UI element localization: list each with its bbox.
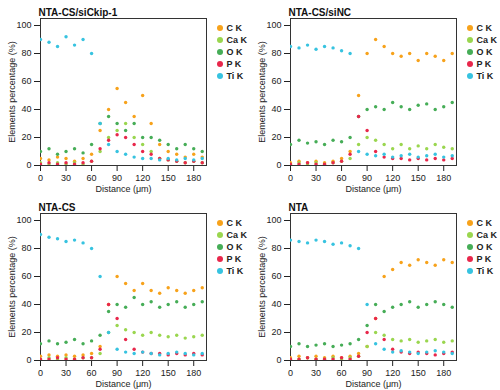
svg-text:150: 150 bbox=[161, 173, 176, 183]
svg-text:120: 120 bbox=[135, 173, 150, 183]
svg-text:Elements percentage (%): Elements percentage (%) bbox=[257, 41, 267, 143]
svg-text:0: 0 bbox=[276, 160, 281, 170]
svg-text:20: 20 bbox=[271, 132, 281, 142]
svg-text:60: 60 bbox=[87, 173, 97, 183]
svg-text:Elements percentage (%): Elements percentage (%) bbox=[7, 236, 17, 338]
svg-text:100: 100 bbox=[16, 20, 31, 30]
html-text:P K: P K bbox=[226, 254, 242, 264]
svg-text:150: 150 bbox=[161, 368, 176, 378]
svg-text:120: 120 bbox=[385, 173, 400, 183]
html-text:C K: C K bbox=[476, 23, 492, 33]
html-text:C K: C K bbox=[226, 23, 242, 33]
html-text:Ca K: Ca K bbox=[476, 35, 497, 45]
html-text:C K: C K bbox=[226, 218, 242, 228]
html-text:O K: O K bbox=[226, 47, 243, 57]
svg-text:40: 40 bbox=[271, 299, 281, 309]
html-text:Ca K: Ca K bbox=[226, 230, 247, 240]
svg-text:NTA-CS/siCkip-1: NTA-CS/siCkip-1 bbox=[39, 7, 118, 18]
html-text:Ca K: Ca K bbox=[226, 35, 247, 45]
html-text:O K: O K bbox=[476, 47, 493, 57]
svg-text:60: 60 bbox=[87, 368, 97, 378]
svg-text:20: 20 bbox=[21, 327, 31, 337]
html-text:Ca K: Ca K bbox=[476, 230, 497, 240]
svg-text:30: 30 bbox=[311, 173, 321, 183]
svg-text:40: 40 bbox=[21, 104, 31, 114]
svg-text:40: 40 bbox=[21, 299, 31, 309]
svg-text:60: 60 bbox=[337, 368, 347, 378]
svg-text:90: 90 bbox=[362, 173, 372, 183]
html-text:Ti K: Ti K bbox=[226, 266, 244, 276]
html-text:Ti K: Ti K bbox=[226, 71, 244, 81]
svg-text:Distance (μm): Distance (μm) bbox=[95, 184, 151, 194]
svg-text:60: 60 bbox=[21, 76, 31, 86]
svg-text:90: 90 bbox=[362, 368, 372, 378]
html-text:P K: P K bbox=[476, 254, 492, 264]
svg-text:0: 0 bbox=[26, 355, 31, 365]
svg-text:30: 30 bbox=[61, 368, 71, 378]
svg-text:80: 80 bbox=[21, 48, 31, 58]
svg-text:80: 80 bbox=[271, 48, 281, 58]
svg-text:Distance (μm): Distance (μm) bbox=[95, 379, 151, 389]
svg-text:100: 100 bbox=[16, 215, 31, 225]
svg-text:60: 60 bbox=[337, 173, 347, 183]
svg-text:100: 100 bbox=[266, 215, 281, 225]
svg-text:NTA: NTA bbox=[289, 202, 309, 213]
svg-text:Distance (μm): Distance (μm) bbox=[345, 184, 401, 194]
svg-text:150: 150 bbox=[411, 173, 426, 183]
svg-text:0: 0 bbox=[276, 355, 281, 365]
html-text:Ti K: Ti K bbox=[476, 266, 494, 276]
svg-text:Elements percentage (%): Elements percentage (%) bbox=[7, 41, 17, 143]
svg-text:90: 90 bbox=[112, 368, 122, 378]
svg-text:20: 20 bbox=[21, 132, 31, 142]
svg-text:Distance (μm): Distance (μm) bbox=[345, 379, 401, 389]
html-text:P K: P K bbox=[226, 59, 242, 69]
svg-text:0: 0 bbox=[26, 160, 31, 170]
svg-text:180: 180 bbox=[436, 173, 451, 183]
svg-text:120: 120 bbox=[385, 368, 400, 378]
html-text:O K: O K bbox=[476, 242, 493, 252]
html-text:P K: P K bbox=[476, 59, 492, 69]
svg-text:0: 0 bbox=[288, 368, 293, 378]
svg-text:20: 20 bbox=[271, 327, 281, 337]
svg-text:150: 150 bbox=[411, 368, 426, 378]
svg-text:60: 60 bbox=[21, 271, 31, 281]
svg-text:80: 80 bbox=[271, 243, 281, 253]
svg-text:120: 120 bbox=[135, 368, 150, 378]
svg-text:180: 180 bbox=[436, 368, 451, 378]
html-text:Ti K: Ti K bbox=[476, 71, 494, 81]
svg-text:40: 40 bbox=[271, 104, 281, 114]
svg-text:0: 0 bbox=[38, 173, 43, 183]
svg-text:90: 90 bbox=[112, 173, 122, 183]
svg-text:60: 60 bbox=[271, 76, 281, 86]
svg-text:100: 100 bbox=[266, 20, 281, 30]
svg-text:180: 180 bbox=[186, 368, 201, 378]
svg-text:NTA-CS/siNC: NTA-CS/siNC bbox=[289, 7, 352, 18]
html-text:O K: O K bbox=[226, 242, 243, 252]
svg-text:80: 80 bbox=[21, 243, 31, 253]
svg-text:0: 0 bbox=[288, 173, 293, 183]
svg-text:30: 30 bbox=[61, 173, 71, 183]
svg-text:60: 60 bbox=[271, 271, 281, 281]
svg-text:Elements percentage (%): Elements percentage (%) bbox=[257, 236, 267, 338]
svg-text:30: 30 bbox=[311, 368, 321, 378]
html-text:C K: C K bbox=[476, 218, 492, 228]
svg-text:180: 180 bbox=[186, 173, 201, 183]
svg-text:NTA-CS: NTA-CS bbox=[39, 202, 76, 213]
svg-text:0: 0 bbox=[38, 368, 43, 378]
